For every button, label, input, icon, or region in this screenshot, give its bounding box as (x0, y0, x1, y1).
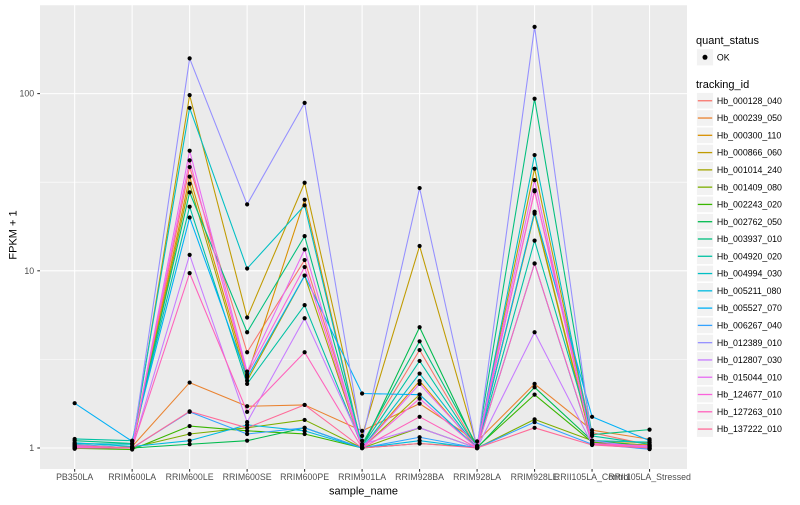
svg-text:Hb_001014_240: Hb_001014_240 (717, 165, 782, 175)
svg-text:RRIM928LA: RRIM928LA (453, 472, 501, 482)
svg-text:Hb_012807_030: Hb_012807_030 (717, 355, 782, 365)
svg-text:Hb_137222_010: Hb_137222_010 (717, 424, 782, 434)
svg-text:Hb_003937_010: Hb_003937_010 (717, 234, 782, 244)
svg-text:RRIM600PE: RRIM600PE (280, 472, 329, 482)
svg-text:Hb_124677_010: Hb_124677_010 (717, 390, 782, 400)
svg-text:Hb_000128_040: Hb_000128_040 (717, 96, 782, 106)
svg-text:Hb_004994_030: Hb_004994_030 (717, 269, 782, 279)
svg-text:PB350LA: PB350LA (56, 472, 93, 482)
svg-text:Hb_015044_010: Hb_015044_010 (717, 372, 782, 382)
svg-text:quant_status: quant_status (696, 35, 759, 47)
svg-text:100: 100 (20, 89, 35, 99)
svg-text:RRIM928LE: RRIM928LE (511, 472, 559, 482)
svg-text:Hb_005527_070: Hb_005527_070 (717, 303, 782, 313)
svg-text:sample_name: sample_name (329, 486, 398, 498)
svg-text:Hb_012389_010: Hb_012389_010 (717, 338, 782, 348)
svg-text:Hb_004920_020: Hb_004920_020 (717, 251, 782, 261)
svg-text:FPKM + 1: FPKM + 1 (8, 210, 20, 259)
svg-text:RRIM901LA: RRIM901LA (338, 472, 386, 482)
svg-text:RRIM600LE: RRIM600LE (166, 472, 214, 482)
svg-text:Hb_005211_080: Hb_005211_080 (717, 286, 782, 296)
svg-text:Hb_002762_050: Hb_002762_050 (717, 217, 782, 227)
svg-text:tracking_id: tracking_id (696, 79, 749, 91)
svg-text:Hb_006267_040: Hb_006267_040 (717, 320, 782, 330)
svg-text:OK: OK (717, 52, 730, 62)
svg-text:Hb_000300_110: Hb_000300_110 (717, 130, 782, 140)
svg-text:RRIM600LA: RRIM600LA (108, 472, 156, 482)
svg-text:RRII105LA_Stressed: RRII105LA_Stressed (608, 472, 691, 482)
svg-text:Hb_002243_020: Hb_002243_020 (717, 200, 782, 210)
svg-text:RRII105LA_Control: RRII105LA_Control (554, 472, 630, 482)
svg-text:Hb_001409_080: Hb_001409_080 (717, 182, 782, 192)
svg-text:10: 10 (24, 266, 34, 276)
svg-text:RRIM928BA: RRIM928BA (395, 472, 444, 482)
svg-text:1: 1 (29, 443, 34, 453)
svg-text:Hb_127263_010: Hb_127263_010 (717, 407, 782, 417)
svg-text:Hb_000239_050: Hb_000239_050 (717, 113, 782, 123)
svg-text:RRIM600SE: RRIM600SE (223, 472, 272, 482)
svg-text:Hb_000866_060: Hb_000866_060 (717, 148, 782, 158)
